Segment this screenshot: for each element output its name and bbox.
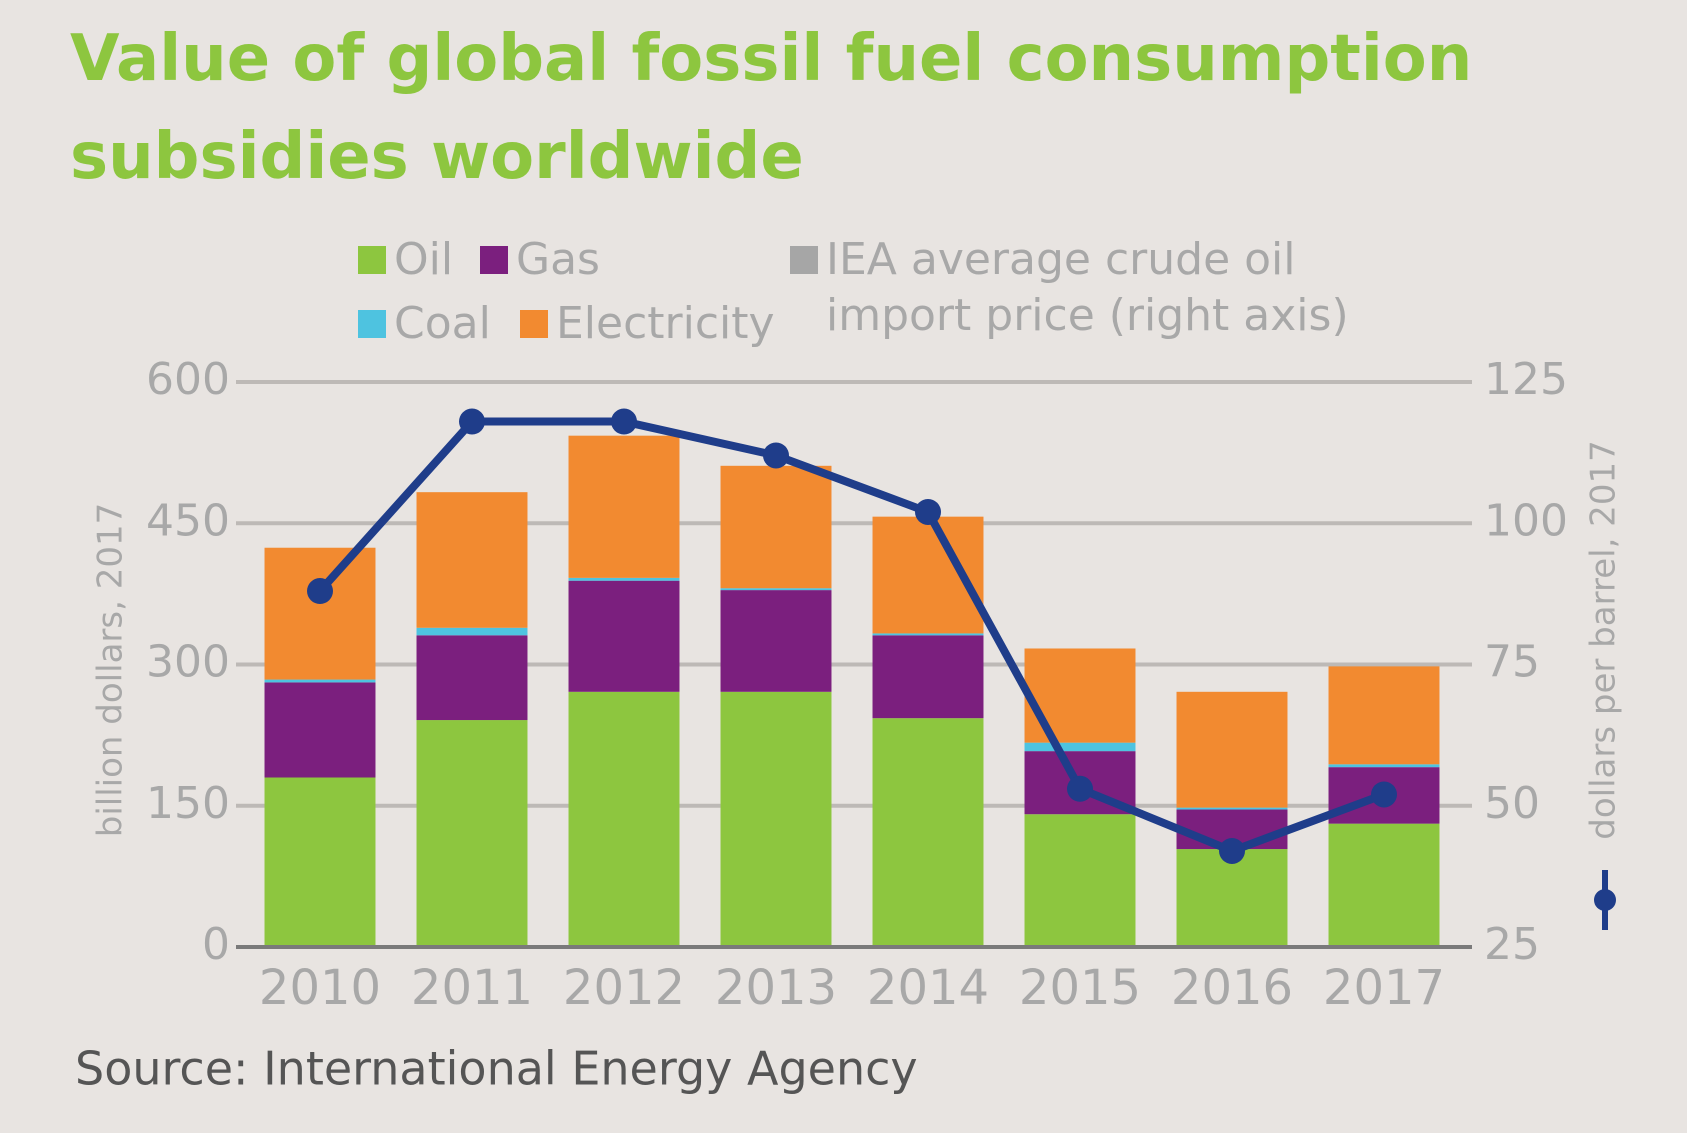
bar-segment [1024,648,1136,743]
bar-segment [1024,742,1136,752]
bar-segment [568,691,680,947]
source: Source: International Energy Agency [75,1042,918,1096]
y-tick-label: 600 [146,354,230,405]
price-marker [611,408,637,435]
bar-segment [264,777,376,947]
price-marker [459,408,485,435]
bar-segment [264,679,376,683]
chart-title: Value of global fossil fuel consumption … [70,22,1473,194]
bar-segment [1024,814,1136,947]
bar-segment [720,691,832,947]
y-tick-label: 0 [202,919,230,970]
legend-swatch [358,310,386,338]
bar-segment [1328,666,1440,765]
price-marker [1219,837,1245,864]
legend-label: IEA average crude oil import price (righ… [826,234,1349,341]
price-marker [763,442,789,469]
bar-segment [720,588,832,591]
y2-marker-icon [1594,889,1616,911]
legend-swatch [790,246,818,274]
bar-segment [720,465,832,589]
y2-axis-label: dollars per barrel, 2017 [1584,440,1624,839]
x-tick-label: 2017 [1323,960,1445,1016]
price-line [317,417,1386,855]
y-tick-label: 150 [146,778,230,829]
bar-segment [416,635,528,721]
price-marker [1067,775,1093,802]
title-box: Value of global fossil fuel consumption … [70,22,1473,194]
bar-segment [1328,823,1440,947]
x-tick-label: 2016 [1171,960,1293,1016]
bar-segment [1176,807,1288,810]
legend-label: Oil [394,234,454,285]
bar-segment [1328,764,1440,768]
bar-segment [264,682,376,778]
x-tick-label: 2012 [563,960,685,1016]
bar-segment [416,627,528,636]
bar-segment [568,580,680,692]
bar-segment [720,590,832,692]
x-tick-label: 2015 [1019,960,1141,1016]
bar-segment [568,577,680,581]
bar-segment [416,492,528,628]
legend-item: Gas [480,232,600,288]
y-tick-label: 450 [146,495,230,546]
legend-item: Coal [358,296,491,352]
y-tick-label: 300 [146,637,230,688]
bar-segment [1176,691,1288,808]
bar-segment [416,720,528,947]
x-tick-label: 2010 [259,960,381,1016]
bar-segment [1176,849,1288,947]
bar-segment [872,635,984,719]
x-tick-label: 2014 [867,960,989,1016]
legend-swatch [520,310,548,338]
bar-segment [872,633,984,636]
legend-label: Electricity [556,298,775,349]
y-axis-label: billion dollars, 2017 [91,503,131,837]
legend-item: Oil [358,232,453,288]
bar-segment [872,718,984,947]
legend-swatch [358,246,386,274]
x-tick-label: 2011 [411,960,533,1016]
price-marker [307,578,333,605]
y2-tick-label: 125 [1484,354,1568,405]
y2-tick-label: 75 [1484,637,1540,688]
price-marker [915,498,941,525]
legend-label: Gas [516,234,600,285]
bar-segment [264,547,376,680]
y2-tick-label: 50 [1484,778,1540,829]
legend-swatch [480,246,508,274]
y2-tick-label: 25 [1484,919,1540,970]
legend-item: IEA average crude oil import price (righ… [790,232,1350,344]
x-tick-label: 2013 [715,960,837,1016]
legend-label: Coal [394,298,491,349]
price-marker [1371,781,1397,808]
bar-segment [568,435,680,578]
y2-tick-label: 100 [1484,495,1568,546]
legend-item: Electricity [520,296,775,352]
